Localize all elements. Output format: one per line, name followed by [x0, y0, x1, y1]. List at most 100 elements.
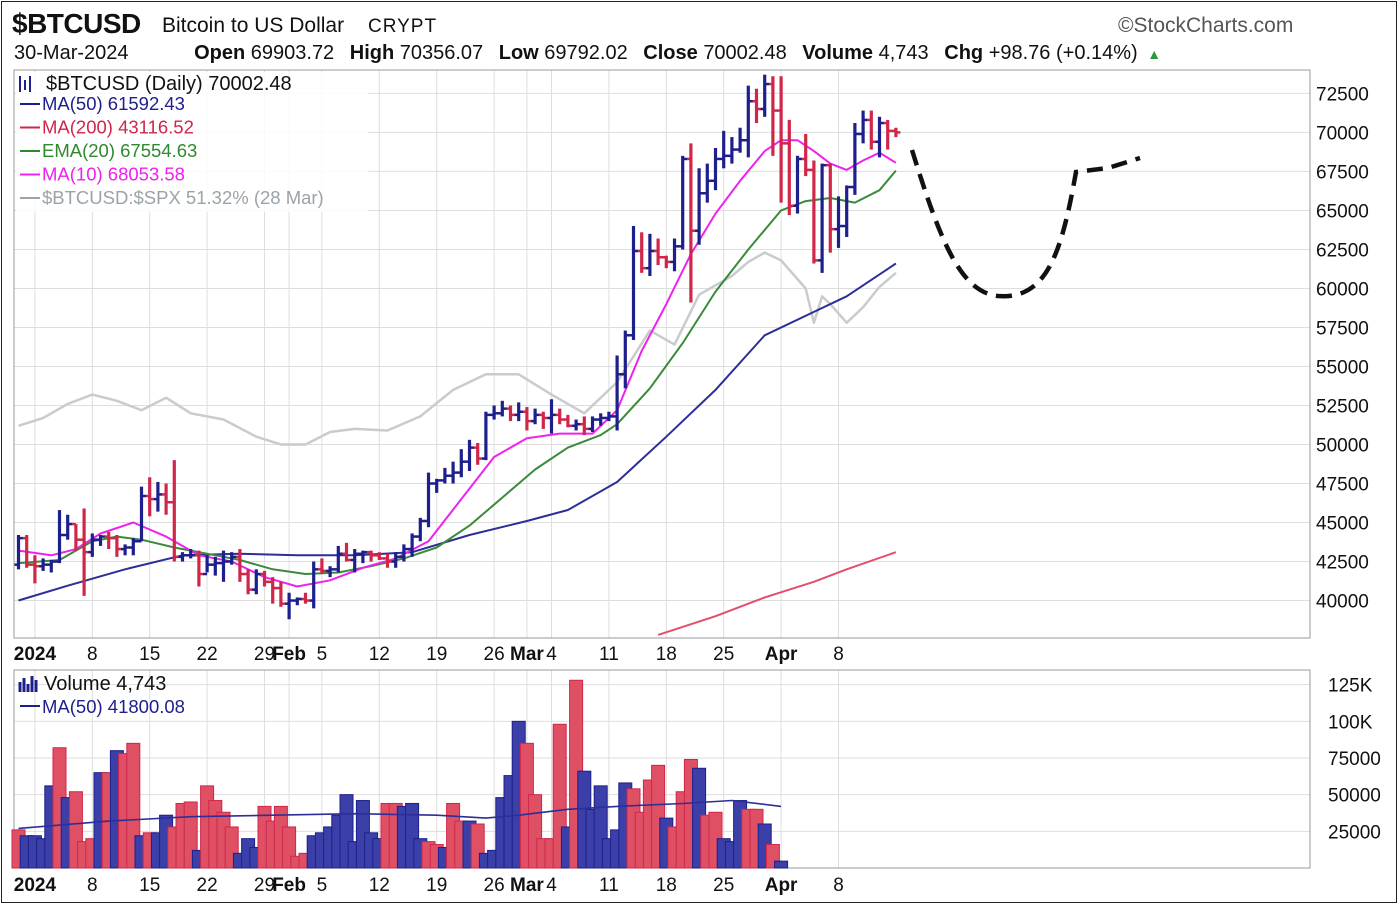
volume-axis: 25000 50000 75000 100K 125K — [1328, 676, 1381, 844]
legend-entry: MA(10) 68053.58 — [42, 164, 185, 185]
ohlc-bar — [317, 558, 327, 575]
price-axis: 40000 42500 45000 47500 50000 52500 55000 57500… — [1316, 84, 1369, 612]
ohlc-bar — [514, 402, 524, 422]
ohlc-bar — [47, 559, 56, 573]
ohlc-bar — [752, 88, 761, 124]
date-tick-label: 12 — [369, 875, 390, 896]
ohlc-bar — [375, 552, 384, 560]
ohlc-bar — [580, 416, 589, 436]
ohlc-bar — [55, 510, 64, 564]
date-tick-label: 8 — [87, 644, 98, 665]
ohlc-bar — [588, 416, 597, 433]
ohlc-bar — [162, 483, 171, 515]
volume-legend-title: Volume 4,743 — [44, 673, 166, 695]
ohlc-bar — [834, 196, 843, 248]
ohlc-bar — [481, 411, 491, 461]
ohlc-bar — [563, 414, 573, 428]
legend-entry: MA(200) 43116.52 — [42, 117, 194, 138]
ohlc-bar — [334, 545, 343, 573]
price-tick-label: 47500 — [1316, 475, 1369, 496]
ohlc-bar — [137, 486, 146, 543]
open-label: Open — [194, 42, 246, 64]
ohlc-bar — [809, 160, 819, 264]
cup-and-handle-pattern — [909, 149, 1141, 299]
ohlc-bar — [736, 127, 745, 153]
ohlc-bar — [203, 555, 212, 576]
date-tick-label: 11 — [599, 644, 619, 665]
ohlc-bar — [654, 238, 663, 266]
ohlc-bar — [96, 535, 105, 546]
ohlc-bar — [777, 76, 786, 203]
ohlc-bar — [211, 556, 220, 576]
ohlc-bar — [342, 542, 351, 562]
date-tick-label: 8 — [833, 875, 844, 896]
price-panel — [13, 69, 1311, 639]
relative-strength-line — [18, 251, 897, 446]
volume-tick-label: 50000 — [1328, 786, 1381, 807]
ohlc-bar — [358, 550, 368, 564]
price-tick-label: 62500 — [1316, 240, 1369, 261]
ohlc-bar — [449, 461, 458, 484]
ema20-line — [18, 169, 897, 575]
date-tick-label: 29 — [254, 644, 275, 665]
low-label: Low — [498, 42, 539, 64]
ohlc-bar — [555, 408, 565, 425]
ohlc-bar — [194, 550, 204, 587]
ohlc-bar — [490, 405, 499, 420]
quote-date: 30-Mar-2024 — [14, 42, 129, 64]
ohlc-bar — [793, 155, 802, 214]
ohlc-bar — [112, 535, 122, 557]
volume-layers — [11, 679, 789, 869]
price-tick-label: 45000 — [1316, 514, 1369, 535]
ohlc-bar — [326, 566, 335, 578]
close-label: Close — [643, 42, 698, 64]
price-tick-label: 65000 — [1316, 201, 1369, 222]
ohlc-bar — [727, 137, 737, 164]
ohlc-bar — [235, 549, 245, 582]
ohlc-bar — [686, 143, 696, 303]
date-tick-label: 18 — [656, 644, 677, 665]
price-layers — [14, 74, 901, 636]
date-tick-label: 15 — [139, 644, 160, 665]
ohlc-bar — [629, 226, 638, 340]
exchange-label: CRYPT — [368, 16, 438, 37]
ohlc-bar — [572, 419, 581, 431]
legend-entry: $BTCUSD:$SPX 51.32% (28 Mar) — [42, 187, 324, 208]
high-label: High — [349, 42, 395, 64]
price-tick-label: 70000 — [1316, 123, 1369, 144]
date-tick-label: 25 — [713, 644, 734, 665]
high-value: 70356.07 — [399, 42, 484, 64]
ohlc-bar — [22, 535, 32, 568]
ma200-line — [657, 551, 897, 636]
ohlc-bar — [383, 553, 392, 568]
date-tick-label: Apr — [765, 644, 798, 665]
date-tick-label: 5 — [317, 875, 328, 896]
ohlc-bar — [457, 449, 466, 478]
date-tick-label: 29 — [254, 875, 275, 896]
ohlc-bar — [244, 569, 253, 595]
date-tick-label: 11 — [599, 875, 619, 896]
ohlc-bar — [252, 569, 261, 595]
date-tick-label: 4 — [546, 875, 557, 896]
ohlc-bar — [178, 552, 187, 562]
ohlc-bar — [826, 163, 835, 253]
price-tick-label: 57500 — [1316, 318, 1369, 339]
legend-entry: MA(50) 41800.08 — [42, 696, 185, 717]
date-tick-label: Mar — [510, 644, 544, 665]
volume-bar — [774, 860, 789, 869]
date-tick-label: Feb — [272, 644, 306, 665]
ohlc-bar — [531, 408, 540, 425]
price-tick-label: 52500 — [1316, 396, 1369, 417]
price-legend-title: $BTCUSD (Daily) 70002.48 — [46, 73, 292, 95]
ohlc-bar — [842, 185, 852, 237]
volume-icon — [18, 676, 38, 692]
ohlc-bar — [801, 133, 811, 177]
ohlc-bar — [522, 407, 532, 431]
volume-tick-label: 100K — [1328, 712, 1373, 733]
ohlc-bar — [473, 442, 483, 465]
date-tick-label: 5 — [317, 644, 328, 665]
ohlc-bar — [604, 411, 614, 422]
